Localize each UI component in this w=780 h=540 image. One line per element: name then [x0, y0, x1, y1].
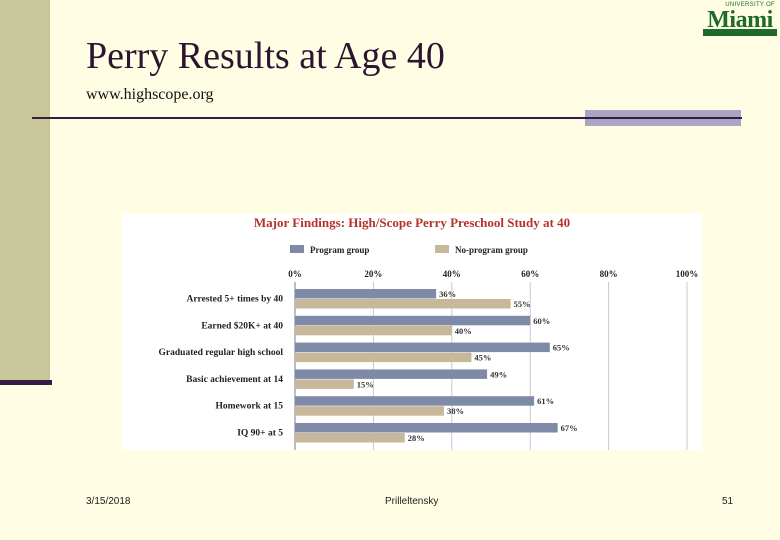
bar-no-program	[295, 325, 452, 336]
bar-program	[295, 342, 550, 353]
data-label-program: 36%	[439, 289, 456, 299]
slide-subtitle: www.highscope.org	[86, 86, 214, 103]
data-label-program: 67%	[561, 423, 578, 433]
bar-no-program	[295, 406, 444, 416]
x-tick-label: 0%	[288, 269, 302, 279]
footer-date: 3/15/2018	[86, 496, 131, 507]
x-tick-label: 20%	[364, 269, 382, 279]
slide-title: Perry Results at Age 40	[86, 35, 445, 77]
left-decor-bar	[0, 0, 50, 380]
category-label: Graduated regular high school	[159, 348, 284, 358]
bar-no-program	[295, 352, 472, 363]
bar-program	[295, 315, 531, 326]
chart-title: Major Findings: High/Scope Perry Prescho…	[254, 215, 570, 230]
bar-program	[295, 396, 535, 406]
data-label-no-program: 38%	[447, 406, 464, 416]
bar-program	[295, 289, 437, 299]
x-tick-label: 60%	[521, 269, 539, 279]
bar-no-program	[295, 379, 354, 389]
findings-chart: Major Findings: High/Scope Perry Prescho…	[159, 215, 699, 450]
university-logo: UNIVERSITY OF Miami	[703, 2, 777, 36]
data-label-program: 61%	[537, 396, 554, 406]
bar-no-program	[295, 433, 405, 443]
left-decor-line	[0, 380, 52, 385]
category-label: IQ 90+ at 5	[237, 429, 283, 439]
bar-program	[295, 369, 488, 379]
legend-label-no-program: No-program group	[455, 245, 528, 255]
bar-no-program	[295, 299, 511, 309]
logo-top-text: UNIVERSITY OF	[725, 2, 775, 8]
data-label-no-program: 28%	[408, 433, 425, 443]
x-tick-label: 40%	[443, 269, 461, 279]
data-label-program: 49%	[490, 369, 507, 379]
logo-main-text: Miami	[707, 7, 773, 33]
data-label-program: 65%	[553, 343, 570, 353]
x-tick-label: 100%	[676, 269, 699, 279]
category-label: Earned $20K+ at 40	[201, 320, 283, 331]
footer-page-number: 51	[722, 496, 734, 507]
data-label-no-program: 40%	[455, 326, 472, 336]
logo-underline	[703, 29, 777, 36]
category-label: Homework at 15	[215, 402, 283, 412]
footer-author: Prilleltensky	[385, 496, 439, 507]
title-divider	[32, 117, 742, 119]
data-label-no-program: 55%	[514, 299, 531, 309]
data-label-program: 60%	[533, 316, 550, 326]
chart-panel: Major Findings: High/Scope Perry Prescho…	[122, 214, 702, 450]
category-label: Arrested 5+ times by 40	[186, 295, 283, 305]
legend-swatch-program	[290, 245, 304, 253]
legend-swatch-no-program	[435, 245, 449, 253]
divider-accent	[585, 110, 741, 126]
bar-program	[295, 423, 558, 433]
category-label: Basic achievement at 14	[186, 375, 283, 385]
x-tick-label: 80%	[600, 269, 618, 279]
data-label-no-program: 15%	[357, 379, 374, 389]
data-label-no-program: 45%	[474, 353, 491, 363]
legend-label-program: Program group	[310, 245, 369, 255]
